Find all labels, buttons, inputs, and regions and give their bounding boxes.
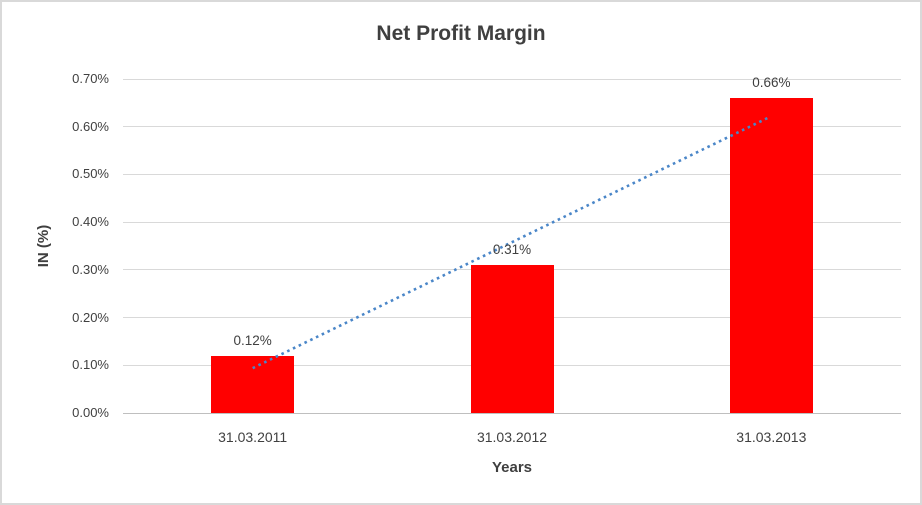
- x-tick-label: 31.03.2012: [476, 429, 548, 445]
- data-label: 0.31%: [492, 242, 532, 258]
- x-axis-title: Years: [491, 459, 533, 476]
- y-tick-label: 0.50%: [72, 166, 109, 182]
- y-tick-label: 0.00%: [72, 405, 109, 420]
- data-label: 0.66%: [752, 75, 791, 91]
- y-tick-label: 0.30%: [72, 261, 109, 277]
- y-tick-label: 0.20%: [72, 309, 109, 325]
- x-tick-label: 31.03.2013: [736, 429, 807, 445]
- y-tick-label: 0.10%: [72, 357, 109, 373]
- y-tick-label: 0.70%: [72, 71, 109, 86]
- y-tick-label: 0.60%: [72, 118, 109, 134]
- chart-title: Net Profit Margin: [376, 22, 546, 45]
- x-axis-line: [123, 412, 901, 414]
- gridline: [123, 78, 901, 80]
- y-tick-label: 0.40%: [72, 214, 109, 230]
- x-tick-label: 31.03.2011: [218, 429, 288, 445]
- data-label: 0.12%: [233, 332, 272, 348]
